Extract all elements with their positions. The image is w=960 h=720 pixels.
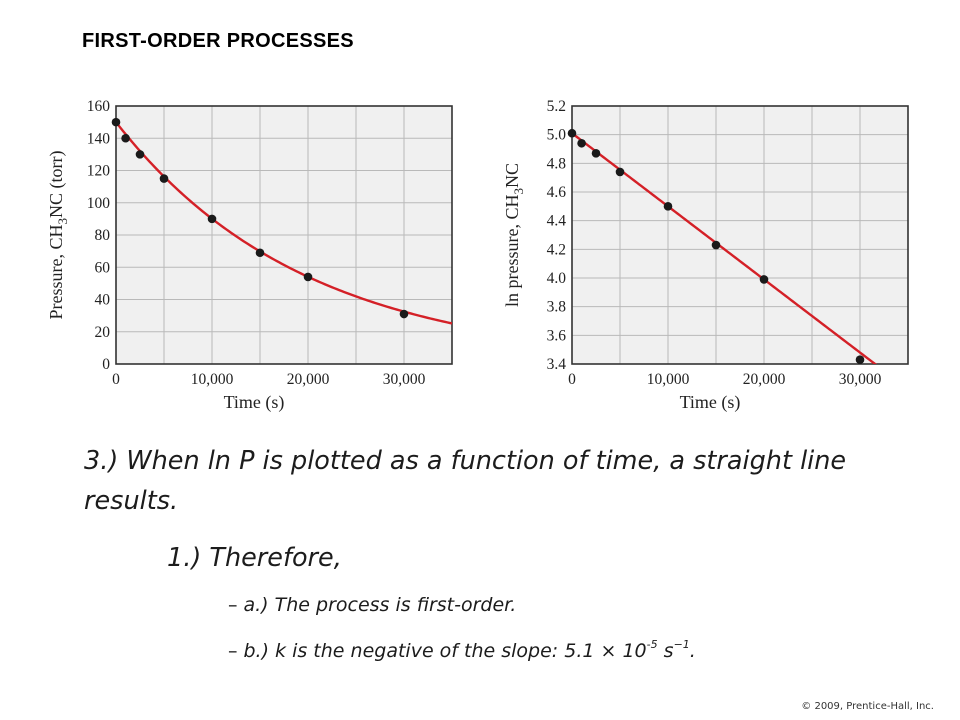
pressure-fit-curve [116, 121, 452, 325]
unit-exponent: −1 [673, 638, 690, 651]
y-tick-label: 4.8 [547, 155, 567, 172]
y-tick-label: 5.0 [547, 127, 567, 144]
y-axis-label-subscript: 3 [511, 188, 526, 195]
y-tick-label: 3.8 [547, 299, 567, 316]
x-tick-label: 30,000 [839, 371, 882, 388]
pressure-data-point [303, 272, 313, 282]
point-3-text: 3.) When ln P is plotted as a function o… [84, 446, 847, 516]
ln-pressure-data-point [855, 355, 865, 365]
bullet-b-text: b.) k is the negative of the slope: 5.1 … [243, 640, 647, 662]
y-tick-label: 4.6 [547, 184, 567, 201]
y-tick-label: 100 [87, 195, 111, 212]
y-tick-label: 140 [87, 130, 111, 147]
y-axis-label: Pressure, CH3NC (torr) [46, 151, 70, 320]
x-tick-label: 10,000 [647, 371, 690, 388]
y-tick-label: 40 [95, 292, 111, 309]
pressure-data-point [207, 214, 217, 224]
slide-title: FIRST-ORDER PROCESSES [82, 30, 354, 52]
x-tick-label: 20,000 [743, 371, 786, 388]
ln-pressure-vs-time-chart: 3.4 3.6 3.8 4.0 4.2 4.4 4.6 4.8 5.0 5.2 0 10,000 20,… [502, 98, 909, 413]
y-tick-label: 5.2 [547, 98, 566, 115]
y-tick-label: 4.2 [547, 241, 566, 258]
ln-pressure-data-point [567, 128, 577, 138]
bullet-a: – a.) The process is first-order. [228, 594, 516, 616]
y-tick-label: 3.4 [547, 356, 567, 373]
copyright-notice: © 2009, Prentice-Hall, Inc. [801, 701, 934, 712]
ln-pressure-data-point [711, 240, 721, 250]
y-tick-label: 4.0 [547, 270, 567, 287]
y-tick-label: 160 [87, 98, 111, 115]
bullet-a-text: a.) The process is first-order. [243, 594, 517, 616]
bullet-dash: – [228, 594, 238, 616]
y-tick-label: 20 [95, 324, 111, 341]
ln-pressure-data-point [615, 167, 625, 177]
pressure-data-point [121, 133, 130, 143]
y-tick-label: 80 [95, 227, 111, 244]
ln-pressure-data-point [663, 202, 673, 211]
y-axis-label-rest: NC [502, 163, 522, 188]
plot-area [572, 106, 908, 364]
y-tick-label: 3.6 [547, 327, 567, 344]
pressure-data-point [255, 248, 265, 258]
y-axis-label-main: ln pressure, CH [502, 195, 522, 307]
pressure-vs-time-chart: 0 20 40 60 80 100 120 140 160 0 10,000 20,000 30,000… [46, 98, 453, 413]
ln-pressure-data-point [591, 149, 601, 158]
x-tick-label: 0 [568, 371, 576, 388]
x-axis-label: Time (s) [224, 392, 285, 413]
ln-pressure-data-point [577, 138, 586, 148]
pressure-data-point [135, 150, 145, 159]
bullet-b: – b.) k is the negative of the slope: 5.1… [228, 638, 696, 662]
y-axis-label: ln pressure, CH3NC [502, 163, 526, 307]
pressure-data-point [399, 309, 409, 319]
y-tick-label: 60 [95, 259, 111, 276]
x-tick-label: 20,000 [287, 371, 330, 388]
y-tick-label: 120 [87, 163, 111, 180]
x-tick-label: 30,000 [383, 371, 426, 388]
y-tick-label: 4.4 [547, 213, 567, 230]
plot-frame [115, 105, 453, 365]
x-tick-label: 10,000 [191, 371, 234, 388]
sub-point-therefore: 1.) Therefore, [167, 543, 342, 573]
ln-pressure-data-point [759, 275, 769, 284]
x-axis-label: Time (s) [680, 392, 741, 413]
y-axis-label-rest: NC (torr) [46, 151, 67, 218]
y-tick-label: 0 [102, 356, 110, 373]
bullet-dash: – [228, 640, 238, 662]
x-tick-label: 0 [112, 371, 120, 388]
ln-pressure-fit-curve [572, 132, 878, 364]
bullet-b-period: . [689, 640, 696, 662]
plot-frame [571, 105, 909, 365]
rate-exponent: -5 [646, 638, 658, 651]
pressure-data-point [159, 174, 169, 183]
y-axis-label-main: Pressure, CH [46, 224, 66, 319]
rate-unit: s [657, 640, 674, 662]
y-axis-label-subscript: 3 [55, 218, 70, 225]
pressure-data-point [111, 117, 121, 127]
